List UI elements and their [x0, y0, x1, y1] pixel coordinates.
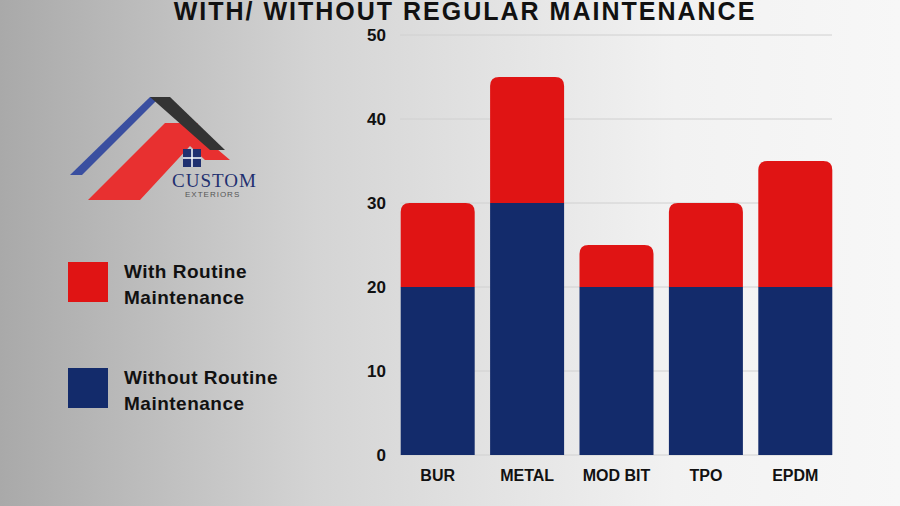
x-tick-label: EPDM: [772, 467, 818, 484]
legend-label: With Routine Maintenance: [124, 261, 247, 308]
y-tick-label: 40: [367, 110, 386, 129]
bar: [580, 287, 654, 455]
logo-roof: [150, 97, 225, 150]
x-tick-label: MOD BIT: [583, 467, 651, 484]
bar: [401, 203, 475, 287]
bar: [669, 203, 743, 287]
bar: [669, 287, 743, 455]
y-tick-label: 0: [377, 446, 386, 465]
legend-line: Maintenance: [124, 287, 245, 308]
logo-subtext: EXTERIORS: [185, 190, 240, 199]
bars: [401, 77, 833, 455]
grid-line: [400, 35, 832, 36]
logo-window: [183, 149, 201, 167]
bar: [490, 203, 564, 455]
bar: [580, 245, 654, 287]
bar: [401, 287, 475, 455]
bar: [758, 287, 832, 455]
legend-line: With Routine: [124, 261, 247, 282]
y-tick-label: 20: [367, 278, 386, 297]
y-tick-label: 10: [367, 362, 386, 381]
legend-line: Maintenance: [124, 393, 245, 414]
chart: WITH/ WITHOUT REGULAR MAINTENANCE 0 10 20 30…: [0, 0, 900, 506]
y-tick-label: 50: [367, 26, 386, 45]
grid-line: [400, 119, 832, 120]
title: WITH/ WITHOUT REGULAR MAINTENANCE: [174, 0, 757, 25]
legend-line: Without Routine: [124, 367, 278, 388]
logo-window: [183, 157, 201, 159]
x-tick-label: BUR: [420, 467, 455, 484]
bar: [490, 77, 564, 203]
legend-label: Without Routine Maintenance: [124, 367, 278, 414]
logo-text: CUSTOM: [172, 170, 257, 191]
legend-swatch: [68, 368, 108, 408]
x-tick-label: TPO: [689, 467, 722, 484]
x-tick-label: METAL: [500, 467, 554, 484]
legend-swatch: [68, 262, 108, 302]
y-tick-label: 30: [367, 194, 386, 213]
bar: [758, 161, 832, 287]
logo: CUSTOMEXTERIORS: [70, 97, 257, 200]
